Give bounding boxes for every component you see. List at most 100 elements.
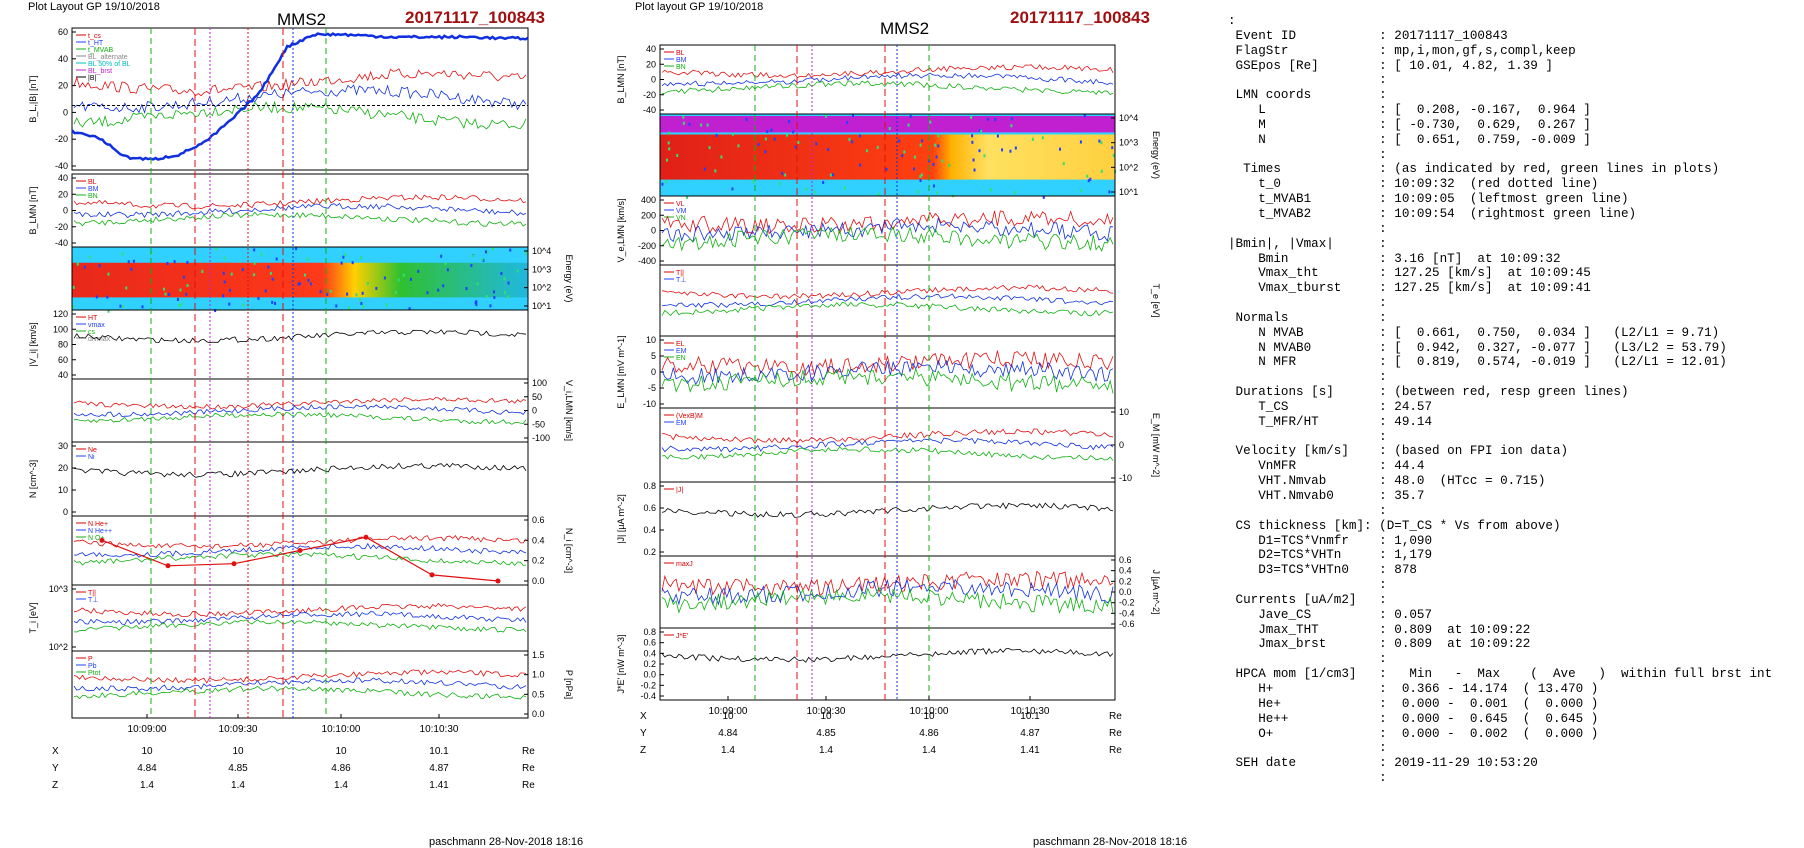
spectrogram-speckle xyxy=(475,300,478,304)
spectrogram-speckle xyxy=(306,257,309,261)
spectrogram-speckle xyxy=(1108,190,1111,194)
position-value: 1.4 xyxy=(334,780,348,791)
y-tick-label: -10 xyxy=(643,399,656,409)
y-tick-label: -5 xyxy=(648,383,656,393)
trace xyxy=(73,68,527,97)
y-tick-label: 0.4 xyxy=(532,535,545,545)
spectrogram-speckle xyxy=(919,178,922,182)
legend-entry: VL xyxy=(676,201,685,208)
spectrogram-speckle xyxy=(1041,136,1044,140)
spectrogram-speckle xyxy=(876,145,879,149)
y-tick-label: -0.2 xyxy=(640,680,656,690)
spectrogram-speckle xyxy=(766,129,769,133)
spectrogram-speckle xyxy=(88,255,91,259)
position-value: 10 xyxy=(923,711,935,722)
spectrogram-speckle xyxy=(1031,137,1034,141)
spectrogram-speckle xyxy=(360,301,363,305)
spectrogram-speckle xyxy=(901,154,904,158)
trace xyxy=(73,404,527,418)
legend-entry: EM xyxy=(676,420,687,427)
spectrogram-speckle xyxy=(228,288,231,292)
spectrogram-speckle xyxy=(1098,139,1101,143)
legend-entry: T|| xyxy=(88,590,96,597)
y-tick-label: 100 xyxy=(532,378,547,388)
trace xyxy=(661,428,1114,444)
y-axis-label: B_LMN [nT] xyxy=(28,186,38,234)
legend-entry: VM xyxy=(676,208,687,215)
spectrogram-speckle xyxy=(792,130,795,134)
position-value: 1.4 xyxy=(721,745,735,756)
trace xyxy=(661,570,1114,597)
legend-entry: EM xyxy=(676,348,687,355)
y-axis-label: E_LMN [mV m^-1] xyxy=(616,335,626,408)
y-axis-label: V_i,LMN [km/s] xyxy=(564,380,574,441)
spectrogram-speckle xyxy=(794,145,797,149)
spectrogram-speckle xyxy=(1058,147,1061,151)
trace xyxy=(661,216,1114,243)
trace xyxy=(661,210,1114,235)
legend-entry: Pb xyxy=(88,663,97,670)
legend-entry: vmax xyxy=(88,322,105,329)
y-tick-label: 40 xyxy=(58,173,68,183)
position-value: 1.41 xyxy=(429,780,449,791)
trace xyxy=(73,685,527,700)
legend-entry: T⊥ xyxy=(676,277,686,284)
spectrogram-speckle xyxy=(745,118,748,122)
trace xyxy=(661,64,1114,79)
y-tick-label: -20 xyxy=(55,134,68,144)
y-tick-label: 10^3 xyxy=(532,264,551,274)
spectrogram-speckle xyxy=(972,158,975,162)
spectrogram-top-band xyxy=(660,116,1115,133)
spectrogram-speckle xyxy=(472,254,475,258)
spectrogram-speckle xyxy=(295,247,298,251)
position-row-label: Z xyxy=(52,780,58,791)
position-row-label: Y xyxy=(640,728,647,739)
spectrogram-speckle xyxy=(706,123,709,127)
spectrogram-speckle xyxy=(223,256,226,260)
data-point xyxy=(99,537,105,543)
spectrogram-speckle xyxy=(937,134,940,138)
spectrogram-speckle xyxy=(228,302,231,306)
position-value: 4.87 xyxy=(429,763,449,774)
spectrogram-speckle xyxy=(426,291,429,295)
spectrogram-speckle xyxy=(182,275,185,279)
legend-entry: t_HT xyxy=(88,40,104,47)
spectrogram-speckle xyxy=(919,175,922,179)
spacecraft-label-left: MMS2 xyxy=(277,10,327,29)
spectrogram-speckle xyxy=(825,114,828,118)
spectrogram-speckle xyxy=(179,288,182,292)
position-value: 1.4 xyxy=(922,745,936,756)
spectrogram-speckle xyxy=(1083,114,1086,118)
y-tick-label: -10 xyxy=(1119,473,1132,483)
spectrogram-speckle xyxy=(106,295,109,299)
spectrogram-speckle xyxy=(932,162,935,166)
legend-entry: N He++ xyxy=(88,528,112,535)
spectrogram-speckle xyxy=(865,149,868,153)
spectrogram-speckle xyxy=(919,143,922,147)
y-tick-label: 0 xyxy=(1119,440,1124,450)
y-tick-label: 60 xyxy=(58,355,68,365)
spectrogram-speckle xyxy=(937,144,940,148)
spectrogram-speckle xyxy=(437,288,440,292)
y-axis-label: J [µA m^-2] xyxy=(1151,570,1161,615)
spectrogram-speckle xyxy=(509,248,512,252)
legend-entry: T⊥ xyxy=(88,597,98,604)
spectrogram-speckle xyxy=(122,304,125,308)
spectrogram-speckle xyxy=(1080,189,1083,193)
legend-entry: BN xyxy=(676,64,686,71)
legend-entry: N O+ xyxy=(88,535,105,542)
spectrogram-speckle xyxy=(162,287,165,291)
y-tick-label: -40 xyxy=(55,161,68,171)
position-unit: Re xyxy=(522,763,535,774)
panel-frame xyxy=(659,335,1116,409)
y-tick-label: 0.4 xyxy=(1119,566,1132,576)
spectrogram-speckle xyxy=(907,123,910,127)
y-tick-label: 10^1 xyxy=(1119,187,1138,197)
y-tick-label: 0.2 xyxy=(532,556,545,566)
spectrogram-speckle xyxy=(507,281,510,285)
spectrogram-speckle xyxy=(1010,117,1013,121)
y-tick-label: 0.4 xyxy=(643,525,656,535)
panel-frame xyxy=(659,627,1116,701)
spectrogram-speckle xyxy=(843,186,846,190)
